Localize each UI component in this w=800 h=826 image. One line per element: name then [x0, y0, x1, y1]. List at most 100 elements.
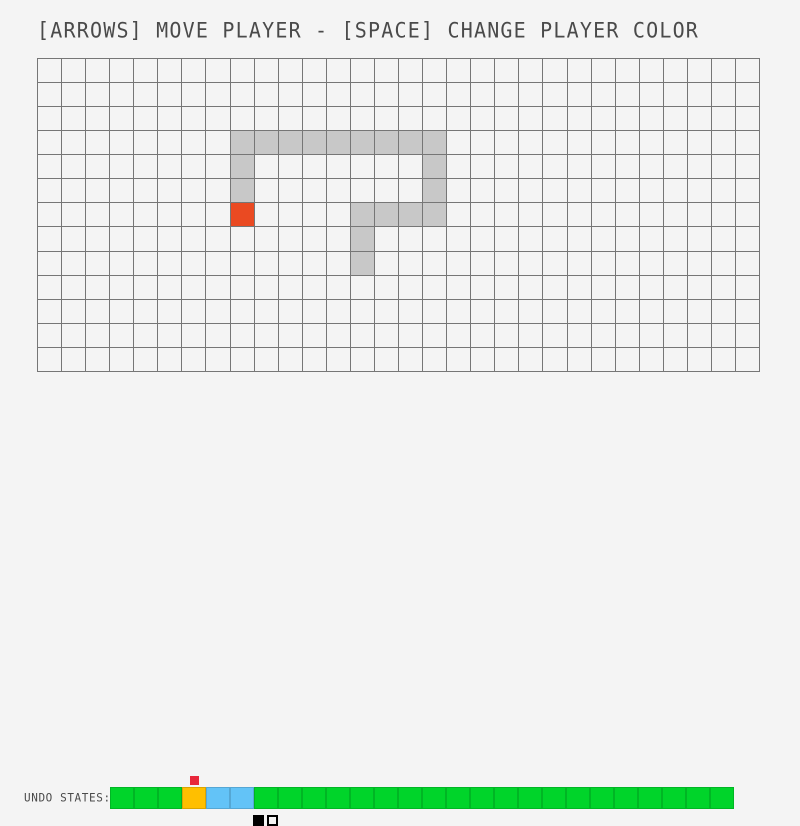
grid-cell-empty	[134, 203, 159, 228]
undo-state-cell-green[interactable]	[638, 787, 662, 809]
grid-cell-empty	[302, 83, 327, 108]
undo-state-cell-green[interactable]	[254, 787, 278, 809]
trail-cell	[399, 131, 424, 156]
undo-state-cell-green[interactable]	[686, 787, 710, 809]
grid-cell-empty	[399, 299, 424, 324]
undo-state-cell-green[interactable]	[278, 787, 302, 809]
grid-cell-empty	[134, 299, 159, 324]
undo-state-cell-green[interactable]	[662, 787, 686, 809]
grid-cell-empty	[326, 347, 351, 372]
grid-cell-empty	[447, 179, 472, 204]
undo-state-cell-green[interactable]	[614, 787, 638, 809]
grid-cell-empty	[254, 323, 279, 348]
grid-cell-empty	[278, 227, 303, 252]
grid-cell-empty	[711, 323, 737, 348]
grid-cell-empty	[471, 323, 496, 348]
grid-cell-empty	[495, 203, 520, 228]
grid-cell-empty	[206, 131, 231, 156]
grid-cell-empty	[519, 323, 544, 348]
grid-cell-empty	[86, 203, 111, 228]
undo-state-cell-green[interactable]	[302, 787, 326, 809]
grid-cell-empty	[663, 107, 688, 132]
grid-cell-empty	[62, 83, 87, 108]
grid-cell-empty	[38, 131, 63, 156]
grid-cell-empty	[206, 299, 231, 324]
undo-state-cell-green[interactable]	[470, 787, 494, 809]
undo-state-cell-orange[interactable]	[182, 787, 206, 809]
grid-cell-empty	[206, 347, 231, 372]
undo-state-cell-green[interactable]	[374, 787, 398, 809]
undo-state-cell-green[interactable]	[566, 787, 590, 809]
grid-cell-empty	[254, 251, 279, 276]
grid-cell-empty	[447, 203, 472, 228]
grid-cell-empty	[278, 107, 303, 132]
grid-cell-empty	[86, 131, 111, 156]
grid-cell-empty	[254, 155, 279, 180]
grid-cell-empty	[663, 179, 688, 204]
undo-state-cell-green[interactable]	[350, 787, 374, 809]
grid-cell-empty	[639, 131, 664, 156]
grid-cell-empty	[663, 59, 688, 84]
grid-cell-empty	[519, 347, 544, 372]
undo-state-cell-green[interactable]	[110, 787, 134, 809]
trail-cell	[374, 131, 400, 156]
grid-cell-empty	[350, 155, 375, 180]
grid-cell-empty	[374, 83, 400, 108]
grid-cell-empty	[495, 251, 520, 276]
grid-cell-empty	[86, 251, 111, 276]
grid-cell-empty	[86, 59, 111, 84]
grid-cell-empty	[278, 251, 303, 276]
grid-cell-empty	[206, 227, 231, 252]
grid-cell-empty	[110, 299, 135, 324]
grid-cell-empty	[447, 347, 472, 372]
grid-cell-empty	[38, 275, 63, 300]
grid-cell-empty	[158, 275, 183, 300]
grid-cell-empty	[158, 131, 183, 156]
undo-state-cell-green[interactable]	[710, 787, 734, 809]
undo-state-cell-green[interactable]	[590, 787, 614, 809]
undo-state-cell-green[interactable]	[542, 787, 566, 809]
game-board[interactable]	[37, 58, 761, 372]
grid-cell-empty	[399, 251, 424, 276]
grid-cell-empty	[639, 179, 664, 204]
undo-state-cell-green[interactable]	[326, 787, 350, 809]
grid-cell-empty	[230, 107, 255, 132]
grid-cell-empty	[182, 83, 207, 108]
grid-cell-empty	[62, 131, 87, 156]
undo-state-cell-green[interactable]	[446, 787, 470, 809]
grid[interactable]	[37, 58, 761, 372]
grid-cell-empty	[591, 347, 616, 372]
grid-cell-empty	[591, 179, 616, 204]
grid-cell-empty	[302, 203, 327, 228]
grid-cell-empty	[350, 59, 375, 84]
undo-state-cell-green[interactable]	[158, 787, 182, 809]
trail-cell	[423, 203, 448, 228]
grid-cell-empty	[278, 299, 303, 324]
grid-cell-empty	[206, 323, 231, 348]
grid-cell-empty	[302, 107, 327, 132]
undo-state-cell-green[interactable]	[134, 787, 158, 809]
grid-cell-empty	[663, 323, 688, 348]
undo-state-cell-blue[interactable]	[230, 787, 254, 809]
grid-cell-empty	[519, 59, 544, 84]
undo-state-cell-green[interactable]	[422, 787, 446, 809]
trail-cell	[423, 179, 448, 204]
undo-state-cell-green[interactable]	[494, 787, 518, 809]
grid-cell-empty	[639, 347, 664, 372]
grid-cell-empty	[158, 107, 183, 132]
grid-cell-empty	[567, 179, 592, 204]
grid-cell-empty	[543, 347, 568, 372]
undo-state-cell-green[interactable]	[518, 787, 542, 809]
grid-cell-empty	[543, 323, 568, 348]
grid-cell-empty	[639, 323, 664, 348]
grid-cell-empty	[519, 83, 544, 108]
grid-cell-empty	[567, 347, 592, 372]
undo-state-cell-green[interactable]	[398, 787, 422, 809]
undo-states-bar[interactable]	[110, 776, 734, 809]
undo-state-cell-blue[interactable]	[206, 787, 230, 809]
grid-cell-empty	[326, 203, 351, 228]
grid-cell-empty	[350, 179, 375, 204]
grid-cell-empty	[736, 155, 761, 180]
grid-cell-empty	[591, 299, 616, 324]
grid-cell-empty	[687, 155, 712, 180]
